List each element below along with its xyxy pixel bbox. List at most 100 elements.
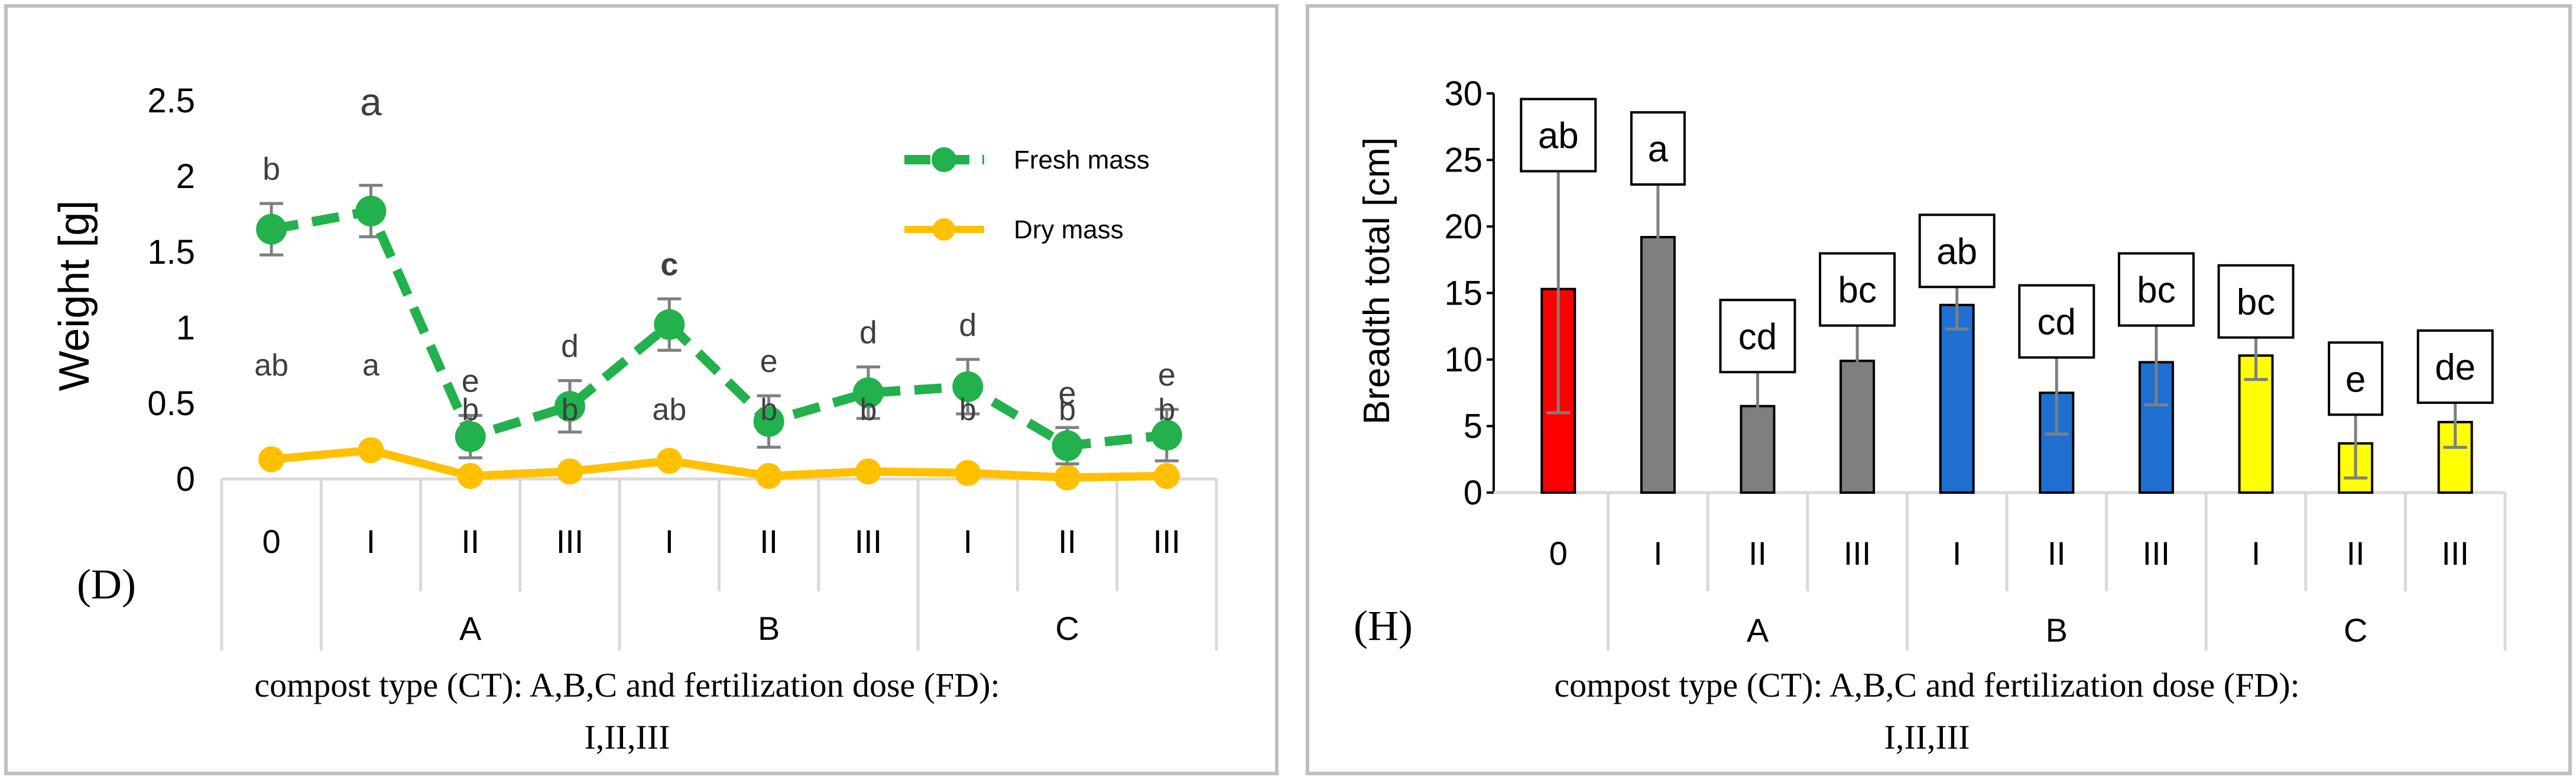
panel-h-ytick-label: 15 [1444, 274, 1482, 313]
dry-mass-letter: b [1158, 393, 1175, 427]
fresh-mass-line [270, 205, 1167, 451]
panel-h-category-label: II [2048, 535, 2066, 572]
panel-d-xlabel-line2: I,II,III [585, 718, 670, 756]
panel-h-category-label: 0 [1549, 535, 1568, 572]
fresh-mass-point [952, 371, 984, 402]
panel-d-frame [4, 4, 1279, 775]
panel-d-label: (D) [77, 561, 136, 608]
dry-mass-point [656, 448, 683, 474]
breadth-letter-box [2217, 264, 2295, 339]
panel-h-label: (H) [1354, 602, 1413, 649]
panel-d-category-label: II [461, 523, 479, 560]
breadth-letter-box [2117, 252, 2195, 327]
legend-fresh-label: Fresh mass [1014, 145, 1150, 174]
fresh-mass-letter: e [760, 344, 778, 379]
fresh-mass-letter: e [462, 363, 479, 399]
fresh-mass-letter: d [561, 329, 579, 364]
panel-d-ytick-label: 0.5 [147, 384, 195, 423]
fresh-mass-point [256, 213, 287, 245]
breadth-letter: bc [2237, 282, 2275, 323]
dry-mass-letter: b [1059, 393, 1076, 427]
dry-mass-point [258, 446, 285, 472]
breadth-letter-box [1719, 299, 1796, 374]
panel-h-group-label: A [1747, 611, 1769, 649]
dry-mass-letter: a [362, 348, 379, 383]
panel-h-category-label: III [2441, 535, 2469, 572]
panel-d-category-label: III [556, 523, 584, 560]
dry-mass-point [557, 458, 583, 485]
panel-d-ytick-label: 0 [176, 460, 195, 499]
dry-mass-point [955, 459, 981, 486]
panel-h-ytick-label: 10 [1444, 341, 1482, 379]
breadth-letter: cd [2038, 302, 2076, 343]
fresh-mass-point [1151, 419, 1182, 451]
dry-mass-point [1153, 462, 1180, 489]
breadth-letter: ab [1538, 116, 1579, 157]
breadth-letter-box [1630, 111, 1686, 186]
breadth-letter-box [1819, 252, 1896, 327]
panel-d: Weight [g] (D) compost type (CT): A,B,C … [51, 80, 1218, 756]
breadth-letter: de [2435, 347, 2476, 388]
panel-h-ylabel: Breadth total [cm] [1357, 137, 1397, 425]
fresh-mass-point [654, 309, 685, 340]
breadth-letter: ab [1936, 231, 1977, 272]
breadth-letter-box [1520, 98, 1597, 173]
breadth-letter: e [2345, 359, 2366, 400]
panel-d-category-label: I [963, 523, 972, 560]
dry-mass-letter: b [462, 393, 479, 427]
panel-h-category-label: II [1748, 535, 1767, 572]
legend-dry-marker [933, 218, 955, 241]
fresh-mass-letter: e [1059, 376, 1076, 411]
panel-d-category-label: III [1153, 523, 1181, 560]
dry-mass-point [358, 437, 384, 464]
panel-h-ytick-label: 20 [1444, 208, 1482, 246]
breadth-bar [1939, 303, 1975, 494]
dry-mass-point [855, 458, 881, 485]
panel-d-legend: Fresh mass Dry mass [904, 145, 1150, 244]
fresh-mass-letter: c [660, 247, 678, 282]
fresh-mass-letter: d [959, 308, 976, 343]
dry-mass-point [457, 462, 484, 489]
fresh-mass-point [852, 377, 884, 409]
panel-d-category-label: III [855, 523, 883, 560]
panel-h-category-label: I [1653, 535, 1663, 572]
panel-d-group-label: C [1055, 610, 1079, 647]
breadth-letter: cd [1738, 316, 1777, 357]
breadth-letter-box [2416, 329, 2494, 404]
panel-d-ylabel: Weight [g] [51, 200, 98, 391]
panel-h-xlabel-line1: compost type (CT): A,B,C and fertilizati… [1554, 666, 2299, 704]
panel-d-xlabel-line1: compost type (CT): A,B,C and fertilizati… [254, 666, 1000, 704]
dry-mass-letter: ab [254, 348, 288, 383]
legend-dry-label: Dry mass [1014, 215, 1124, 244]
panel-h-category-label: III [1844, 535, 1871, 572]
fresh-mass-letter: d [859, 315, 877, 351]
panel-d-category-label: I [665, 523, 674, 560]
dry-mass-line [271, 446, 1167, 482]
panel-d-category-label: 0 [262, 523, 281, 560]
panel-h-group-label: B [2046, 611, 2068, 649]
panel-h-category-label: I [2251, 535, 2261, 572]
panel-d-ytick-label: 2.5 [147, 82, 195, 120]
panel-h-ytick-label: 0 [1464, 474, 1482, 512]
dry-mass-letter: b [859, 393, 877, 427]
fresh-mass-point [554, 391, 586, 422]
fresh-mass-point [355, 195, 387, 226]
dry-mass-letter: ab [652, 393, 686, 427]
panel-d-group-label: B [758, 610, 780, 647]
dry-mass-letter: b [562, 393, 579, 427]
panel-d-ytick-label: 1.5 [147, 233, 195, 271]
panel-h-category-label: III [2143, 535, 2171, 572]
panel-h-ytick-label: 5 [1464, 407, 1482, 446]
panel-h-group-label: C [2344, 611, 2367, 649]
panel-h: Breadth total [cm] (H) compost type (CT)… [1354, 75, 2507, 756]
fresh-mass-point [1052, 430, 1083, 461]
dry-mass-point [755, 462, 782, 489]
breadth-letter-box [2328, 341, 2384, 416]
breadth-letter: a [1648, 129, 1669, 170]
legend-fresh-marker [932, 147, 956, 172]
panel-d-category-label: II [760, 523, 778, 560]
breadth-letter-box [1918, 213, 1996, 289]
panel-d-ytick-label: 1 [176, 309, 195, 347]
panel-d-category-label: I [366, 523, 376, 560]
